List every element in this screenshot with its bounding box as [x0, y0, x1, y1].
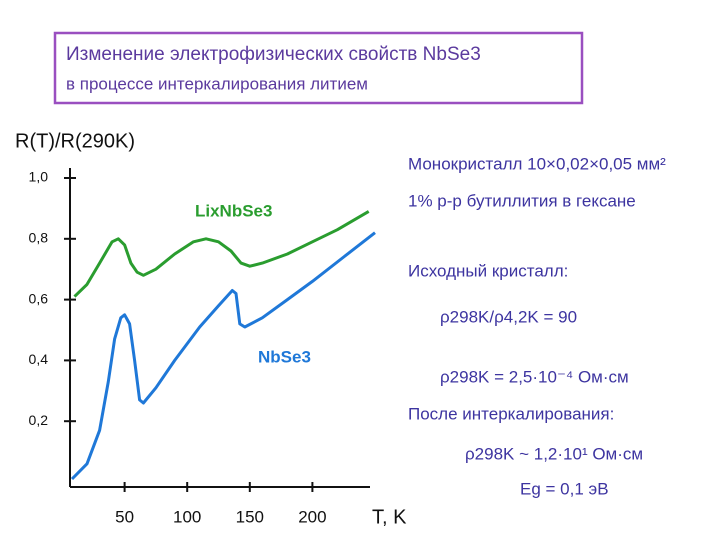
y-tick-label: 0,4	[29, 351, 49, 367]
series-label: NbSe3	[258, 347, 311, 366]
annotation: Исходный кристалл:	[408, 261, 568, 280]
x-tick-label: 50	[115, 507, 134, 526]
line	[70, 231, 376, 481]
y-tick-label: 0,2	[29, 412, 49, 428]
x-tick-label: 100	[173, 507, 201, 526]
x-tick-label: 150	[236, 507, 264, 526]
chart-title: Изменение электрофизических свойств NbSe…	[66, 44, 481, 65]
annotation: ρ298K/ρ4,2K = 90	[440, 307, 577, 326]
x-axis-label: T, K	[372, 506, 407, 528]
annotation: ρ298K = 2,5·10⁻⁴ Ом·см	[440, 367, 629, 386]
annotation: Монокристалл 10×0,02×0,05 мм²	[408, 154, 666, 173]
series-label: LixNbSe3	[195, 201, 272, 220]
y-tick-label: 1,0	[29, 169, 49, 185]
title-box	[53, 31, 584, 105]
chart-title: в процессе интеркалирования литием	[66, 74, 368, 93]
annotation: ρ298K ~ 1,2·10¹ Ом·см	[465, 444, 643, 463]
annotation: Eg = 0,1 эВ	[520, 479, 609, 498]
line	[73, 210, 370, 298]
y-tick-label: 0,6	[29, 290, 49, 306]
annotation: После интеркалирования:	[408, 404, 614, 423]
x-tick-label: 200	[298, 507, 326, 526]
y-tick-label: 0,8	[29, 230, 49, 246]
annotation: 1% р-р бутиллития в гексане	[408, 191, 636, 210]
y-axis-label: R(T)/R(290K)	[15, 130, 135, 152]
